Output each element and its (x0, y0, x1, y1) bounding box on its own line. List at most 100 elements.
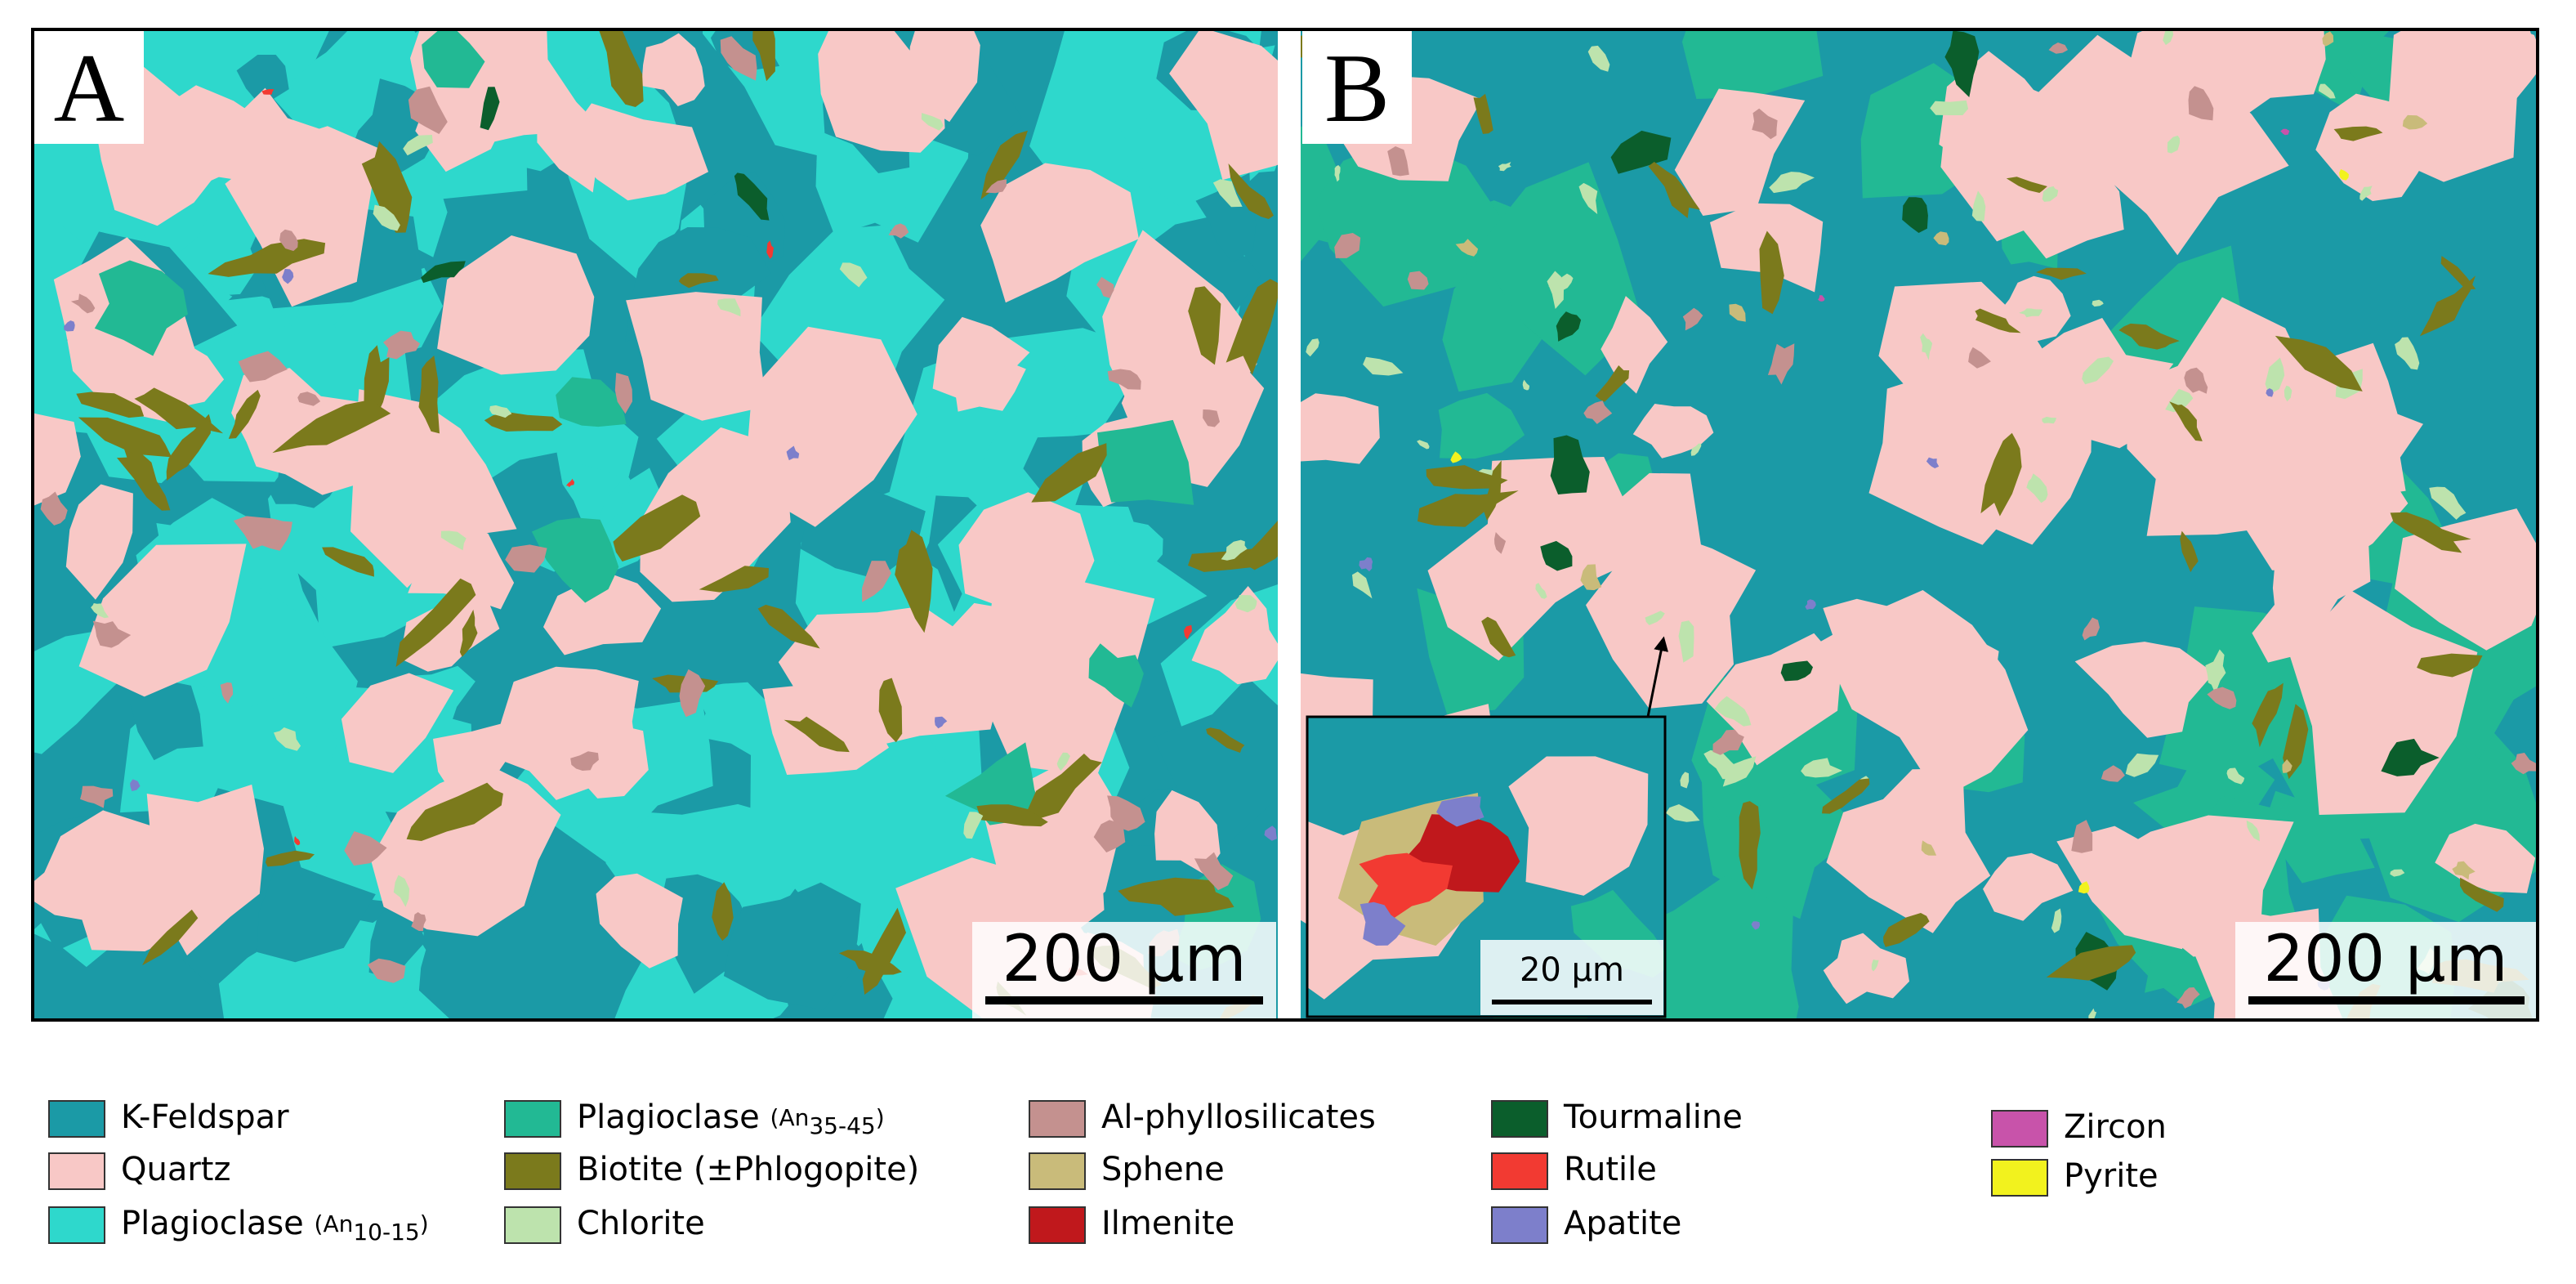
grain (373, 204, 400, 231)
grain (598, 29, 644, 107)
grain (1334, 233, 1361, 258)
grain (459, 609, 478, 657)
grain (699, 566, 769, 593)
grain (2188, 86, 2214, 121)
legend-text: Rutile (1564, 1151, 1657, 1188)
grain (1610, 130, 1672, 174)
grain (2275, 335, 2363, 391)
grain (1930, 100, 1969, 115)
grain (2184, 367, 2208, 394)
legend-text: Plagioclase (121, 1205, 315, 1242)
legend-text: Chlorite (577, 1205, 705, 1242)
grain (944, 742, 1043, 825)
grain (679, 669, 706, 718)
grain (786, 445, 800, 461)
grain (2390, 869, 2405, 877)
legend-swatch (504, 1152, 561, 1190)
grain (70, 293, 96, 314)
grain (393, 875, 410, 907)
grain (1363, 356, 1404, 376)
grain (367, 958, 406, 983)
grain (720, 36, 757, 81)
grain (2252, 682, 2284, 748)
grain (2452, 861, 2476, 880)
grain (1407, 271, 1429, 290)
grain (935, 716, 948, 729)
grain (1438, 392, 1525, 459)
grain (2317, 396, 2423, 496)
grain (1097, 419, 1194, 505)
grain (440, 530, 467, 551)
grain (2042, 186, 2059, 202)
legend-text: (An (770, 1104, 810, 1131)
grain (1729, 303, 1746, 322)
grain (1550, 435, 1590, 494)
grain (932, 316, 1030, 402)
legend-text: Plagioclase (577, 1098, 770, 1136)
grain (370, 764, 561, 937)
grain (1481, 616, 1516, 658)
grain (1971, 190, 1986, 221)
grain (1888, 634, 2007, 722)
grain (2082, 356, 2114, 385)
grain (1221, 539, 1248, 561)
grain (1483, 460, 1502, 521)
legend-label: K-Feldspar (121, 1098, 289, 1136)
grain (1107, 369, 1141, 390)
inset-scale-bar-label: 20 µm (1520, 951, 1624, 989)
grain (1494, 532, 1507, 554)
legend-label: Pyrite (2064, 1157, 2159, 1195)
grain (752, 29, 775, 82)
grain (1767, 343, 1795, 385)
grain (2006, 177, 2047, 193)
grain (2056, 825, 2208, 950)
grain (2071, 820, 2093, 853)
grain (2266, 388, 2274, 397)
grain (1086, 521, 1163, 575)
grain (2125, 753, 2159, 777)
grain (712, 882, 734, 942)
legend-swatch (1491, 1152, 1548, 1190)
legend-text: Quartz (121, 1151, 230, 1188)
grain (1228, 163, 1274, 219)
frame (31, 28, 2539, 1022)
legend-text: K-Feldspar (121, 1098, 289, 1136)
grain (422, 29, 485, 88)
grain (1883, 913, 1930, 947)
grain (257, 859, 376, 963)
grain (678, 273, 719, 289)
grain (403, 135, 433, 156)
legend-label: Sphene (1101, 1151, 1225, 1188)
grain (1823, 933, 1909, 1004)
grain (2180, 530, 2199, 573)
grain (985, 179, 1007, 194)
grain (2283, 704, 2309, 780)
grain (2460, 877, 2504, 912)
grain (130, 779, 141, 791)
grain (1019, 843, 1105, 942)
grain (2417, 653, 2483, 678)
grain (980, 130, 1028, 200)
grain (76, 391, 145, 418)
grain (531, 517, 619, 603)
grain (1712, 729, 1744, 755)
grain (2051, 908, 2062, 933)
grain (1476, 162, 1642, 376)
grain (1769, 172, 1815, 194)
grain (1194, 852, 1234, 891)
grain (433, 722, 510, 802)
grain (40, 491, 68, 526)
grain (2265, 357, 2285, 395)
legend-swatch (1029, 1100, 1086, 1138)
legend-swatch (48, 1206, 105, 1244)
grain (1556, 311, 1582, 342)
grain (980, 163, 1139, 303)
panel-label: A (54, 34, 125, 142)
grain (958, 492, 1095, 612)
legend-label: Quartz (121, 1151, 230, 1188)
grain (2163, 29, 2174, 46)
grain (220, 682, 234, 704)
grain (2042, 416, 2056, 424)
grain (2440, 256, 2476, 290)
grain (596, 873, 683, 969)
